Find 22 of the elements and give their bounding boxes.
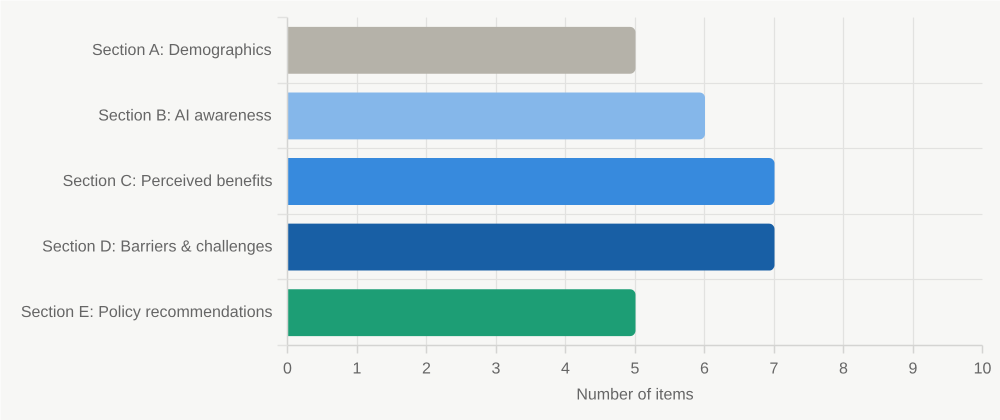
bar	[288, 92, 705, 140]
bar	[288, 289, 636, 336]
x-tick-label: 9	[908, 360, 918, 378]
x-tick-label: 2	[422, 360, 432, 378]
x-tick-label: 6	[700, 360, 710, 378]
y-tick-label: Section D: Barriers & challenges	[42, 238, 272, 256]
bar	[288, 224, 774, 271]
x-tick-label: 8	[839, 360, 848, 378]
x-axis-title: Number of items	[576, 386, 694, 404]
y-tick-label: Section A: Demographics	[92, 42, 272, 59]
x-tick-label: 4	[561, 360, 570, 378]
bar	[288, 158, 774, 205]
x-tick-label: 1	[352, 360, 362, 378]
y-tick-label: Section E: Policy recommendations	[20, 304, 272, 322]
x-tick-label: 0	[283, 360, 292, 378]
x-tick-label: 3	[492, 360, 501, 378]
x-tick-label: 7	[770, 360, 779, 378]
bar	[288, 26, 636, 74]
y-tick-label: Section C: Perceived benefits	[62, 173, 272, 190]
y-tick-label: Section B: AI awareness	[98, 107, 272, 124]
x-tick-label: 5	[630, 360, 640, 378]
x-tick-label: 10	[974, 360, 992, 378]
